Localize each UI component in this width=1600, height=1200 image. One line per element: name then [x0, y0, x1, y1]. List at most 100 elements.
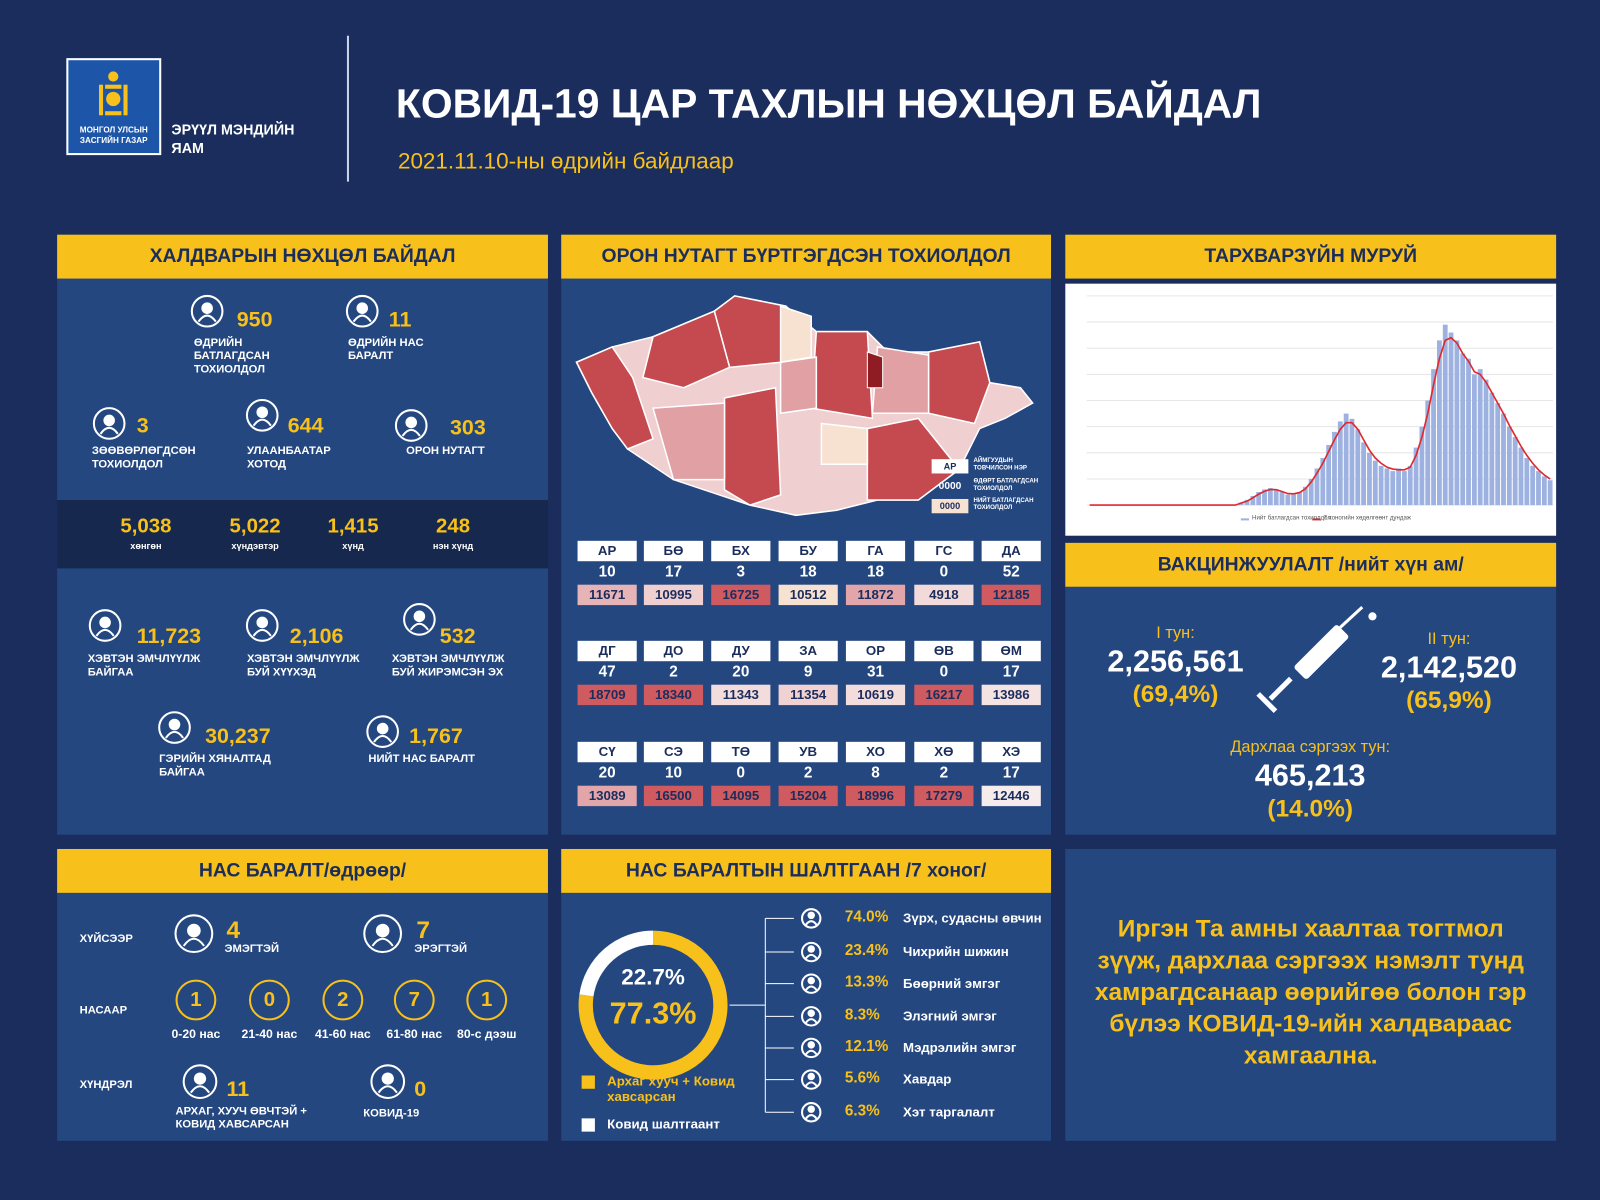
syringe-icon — [1256, 606, 1377, 714]
province-abbr: ДА — [981, 540, 1041, 562]
bar — [1431, 369, 1436, 506]
bar — [1436, 340, 1442, 506]
severity-value: 5,022 — [229, 515, 281, 538]
cause-name: Мэдрэлийн эмгэг — [903, 1039, 1017, 1056]
bar — [1367, 452, 1372, 506]
icon-dot — [256, 616, 269, 629]
syringe-part — [1268, 676, 1293, 701]
map-region — [810, 330, 874, 420]
legend-label: Ковид шалтгаант — [607, 1116, 720, 1132]
bar — [1279, 492, 1285, 506]
province-abbr: АР — [577, 540, 637, 562]
bar — [1337, 421, 1343, 506]
bar — [1390, 471, 1396, 506]
dose-label: Дархлаа сэргээх тун: — [1230, 738, 1391, 757]
age-circle — [393, 979, 435, 1021]
bar — [1256, 492, 1262, 506]
icon-body — [804, 985, 818, 992]
bar — [1267, 488, 1273, 506]
icon-ring — [345, 294, 379, 328]
age-circle — [248, 979, 290, 1021]
bar — [1506, 426, 1512, 506]
severity-label: хөнгөн — [130, 540, 162, 552]
icon — [366, 715, 399, 748]
legend-text: АЙМГУУДЫН ТОВЧИЛСОН НЭР — [973, 458, 1028, 472]
province-abbr: ДУ — [711, 640, 771, 662]
icon-dot — [807, 945, 815, 953]
complication-value: 11 — [226, 1077, 250, 1102]
bar — [1332, 431, 1337, 506]
stat-label: ХЭВТЭН ЭМЧЛҮҮЛЖ БАЙГАА — [87, 653, 201, 679]
sex-value: 7 — [416, 916, 430, 944]
stat-value: 532 — [439, 624, 476, 648]
cause-share: 8.3% — [844, 1006, 880, 1024]
legend-label: Архаг хууч + Ковид хавсарсан — [607, 1073, 735, 1105]
epi-chart — [1086, 295, 1554, 521]
icon-dot — [807, 1009, 815, 1018]
complication-label: АРХАГ, ХУУЧ ӨВЧТЭЙ + КОВИД ХАВСАРСАН — [175, 1105, 307, 1131]
syringe-part — [1368, 612, 1377, 621]
age-value: 7 — [408, 988, 420, 1012]
map-region — [866, 351, 884, 389]
stat-value: 303 — [449, 416, 486, 440]
icon — [190, 294, 224, 328]
bar — [1501, 413, 1506, 506]
bar — [1466, 358, 1471, 506]
icon-dot — [103, 414, 115, 427]
province-total: 10512 — [778, 584, 838, 606]
province-abbr: ЗА — [778, 640, 838, 662]
age-label: 41-60 нас — [314, 1026, 371, 1041]
age-value: 1 — [481, 988, 493, 1012]
province-total: 13986 — [981, 684, 1041, 706]
icon-body — [804, 1114, 818, 1120]
province-total: 18709 — [577, 684, 637, 706]
logo-emblem — [98, 71, 128, 116]
map-region — [820, 422, 869, 466]
province-abbr: ӨМ — [981, 640, 1041, 662]
legend-text: ӨДӨРТ БАТЛАГДСАН ТОХИОЛДОЛ — [973, 478, 1039, 492]
bar — [1471, 374, 1477, 506]
icon-body — [804, 920, 818, 926]
dose-value: 465,213 — [1254, 759, 1366, 793]
icon-body — [401, 428, 421, 437]
panel-header: ВАКЦИНЖУУЛАЛТ /нийт хүн ам/ — [1065, 542, 1557, 587]
icon-dot — [807, 911, 815, 920]
bar — [1402, 471, 1407, 506]
bar — [1250, 495, 1256, 506]
icon-ring — [88, 609, 122, 642]
age-ring — [393, 979, 435, 1021]
icon-ring — [366, 715, 399, 748]
province-total: 15204 — [778, 785, 838, 807]
province-daily: 10 — [664, 764, 682, 782]
stat-label: ХЭВТЭН ЭМЧЛҮҮЛЖ БУЙ ХҮҮХЭД — [246, 653, 360, 679]
province-total: 11671 — [577, 584, 637, 606]
icon-body — [377, 1085, 398, 1094]
cause-share: 5.6% — [844, 1069, 880, 1087]
province-daily: 18 — [866, 563, 885, 581]
icon-body — [409, 622, 429, 631]
province-daily: 52 — [1002, 563, 1020, 581]
stat-value: 644 — [287, 414, 324, 438]
message: Иргэн Та амны хаалтаа тогтмол зүүж, дарх… — [1094, 915, 1527, 1070]
icon-body — [189, 1085, 211, 1094]
dose-share: (65,9%) — [1406, 686, 1492, 715]
province-total: 17279 — [914, 785, 974, 807]
dose-value: 2,142,520 — [1380, 651, 1518, 685]
province-daily: 0 — [939, 563, 949, 581]
icon — [363, 914, 403, 954]
icon-ring — [182, 1064, 218, 1099]
province-daily: 9 — [803, 663, 813, 681]
province-daily: 17 — [1002, 663, 1020, 681]
province-total: 16217 — [914, 684, 974, 706]
stat-label: ХЭВТЭН ЭМЧЛҮҮЛЖ БУЙ ЖИРЭМСЭН ЭХ — [391, 653, 505, 679]
donut-segment — [578, 930, 728, 1080]
bar — [1308, 478, 1314, 506]
province-total: 14095 — [711, 785, 771, 807]
cause-share: 6.3% — [844, 1102, 880, 1120]
legend-sample: АР — [931, 459, 969, 474]
icon-dot — [807, 1041, 815, 1049]
province-daily: 18 — [799, 563, 817, 581]
panel — [1065, 542, 1557, 835]
province-daily: 31 — [866, 663, 885, 681]
